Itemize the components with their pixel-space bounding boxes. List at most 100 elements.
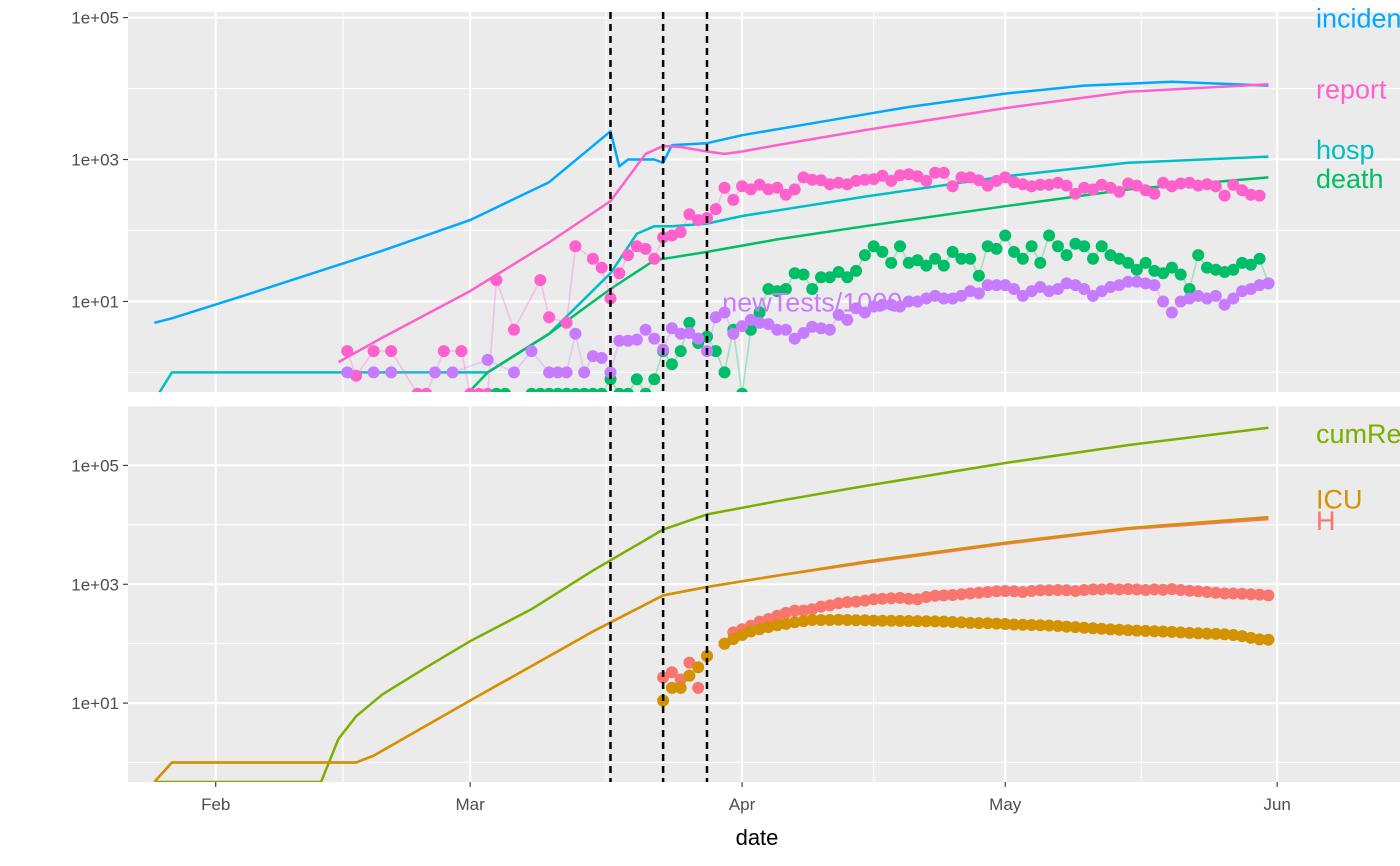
- panel-top-background: [128, 12, 1400, 392]
- data-point: [832, 266, 845, 278]
- data-point: [946, 245, 959, 258]
- data-point: [525, 387, 538, 392]
- data-point: [1025, 585, 1038, 597]
- data-point: [858, 249, 871, 262]
- data-point: [1095, 622, 1108, 635]
- y-tick-label: 1e+05: [71, 456, 119, 475]
- data-point: [420, 387, 433, 392]
- panel-top-grid: [128, 12, 1400, 392]
- data-point: [464, 387, 476, 392]
- data-point: [1192, 627, 1205, 640]
- panel-bottom-y-axis: 1e+01 1e+03 1e+05: [71, 456, 128, 713]
- data-point: [955, 171, 968, 184]
- data-point: [841, 614, 854, 626]
- data-point: [929, 166, 942, 179]
- data-point: [867, 240, 880, 253]
- data-point: [674, 681, 687, 694]
- data-point: [841, 271, 854, 284]
- data-point: [1174, 268, 1187, 281]
- data-point: [1122, 275, 1135, 288]
- data-point: [1253, 252, 1266, 265]
- data-point: [894, 240, 906, 253]
- data-point: [1087, 622, 1099, 635]
- data-point: [964, 616, 977, 629]
- data-point: [1034, 584, 1047, 597]
- data-point: [1078, 283, 1091, 295]
- data-point: [920, 615, 933, 628]
- data-point: [1051, 620, 1064, 632]
- data-point: [876, 614, 889, 627]
- data-point: [990, 585, 1003, 598]
- data-point: [1236, 587, 1249, 600]
- data-point: [1174, 177, 1187, 190]
- x-tick-label: Apr: [729, 795, 756, 814]
- data-point: [1051, 240, 1064, 253]
- y-tick-label: 1e+03: [71, 575, 119, 594]
- data-point: [1113, 623, 1126, 636]
- data-point: [876, 298, 889, 311]
- data-point: [508, 366, 520, 379]
- data-point: [1122, 256, 1135, 269]
- data-point: [832, 613, 845, 626]
- data-point: [1227, 629, 1240, 641]
- data-point: [701, 650, 713, 662]
- data-point: [1148, 187, 1161, 200]
- data-point: [1008, 585, 1020, 598]
- data-point: [1016, 289, 1029, 302]
- data-point: [718, 366, 731, 379]
- data-point: [1130, 179, 1143, 192]
- data-point: [1157, 267, 1170, 280]
- data-point: [858, 173, 871, 186]
- data-point: [727, 327, 740, 340]
- data-point: [937, 259, 950, 272]
- data-point: [674, 345, 687, 358]
- data-point: [920, 591, 933, 603]
- data-point: [876, 169, 889, 182]
- data-point: [972, 269, 985, 282]
- data-point: [1060, 249, 1073, 262]
- data-point: [578, 387, 590, 392]
- data-point: [595, 351, 608, 364]
- data-point: [1051, 584, 1064, 596]
- data-point: [981, 179, 994, 192]
- data-point: [946, 589, 959, 601]
- data-point: [823, 178, 836, 191]
- data-point: [955, 588, 968, 601]
- data-point: [1008, 283, 1020, 295]
- data-point: [990, 242, 1003, 255]
- data-point: [1060, 584, 1073, 597]
- data-point: [455, 345, 468, 358]
- data-point: [1016, 618, 1029, 631]
- data-point: [1104, 582, 1117, 595]
- data-point: [499, 387, 511, 392]
- data-point: [341, 366, 354, 379]
- data-point: [823, 323, 836, 336]
- data-point: [1262, 277, 1275, 290]
- series-label: incidence: [1316, 4, 1400, 34]
- data-point: [1113, 583, 1126, 596]
- data-point: [797, 268, 810, 281]
- data-point: [779, 188, 792, 201]
- data-point: [1139, 256, 1152, 269]
- data-point: [622, 334, 634, 347]
- data-point: [885, 614, 898, 627]
- data-point: [806, 614, 819, 626]
- data-point: [473, 387, 485, 392]
- series-line: [153, 80, 1269, 325]
- data-point: [972, 174, 985, 187]
- data-point: [1165, 625, 1178, 638]
- data-point: [1034, 178, 1047, 191]
- y-tick-label: 1e+05: [71, 9, 119, 28]
- data-point: [815, 271, 827, 284]
- series-label: death: [1316, 164, 1384, 194]
- data-point: [1253, 588, 1266, 601]
- data-point: [885, 174, 898, 187]
- x-tick-label: May: [989, 795, 1022, 814]
- data-point: [972, 586, 985, 599]
- data-point: [709, 203, 722, 216]
- data-point: [1244, 588, 1257, 601]
- data-point: [490, 387, 503, 392]
- data-point: [1043, 584, 1056, 597]
- data-point: [683, 656, 696, 669]
- data-point: [788, 616, 801, 629]
